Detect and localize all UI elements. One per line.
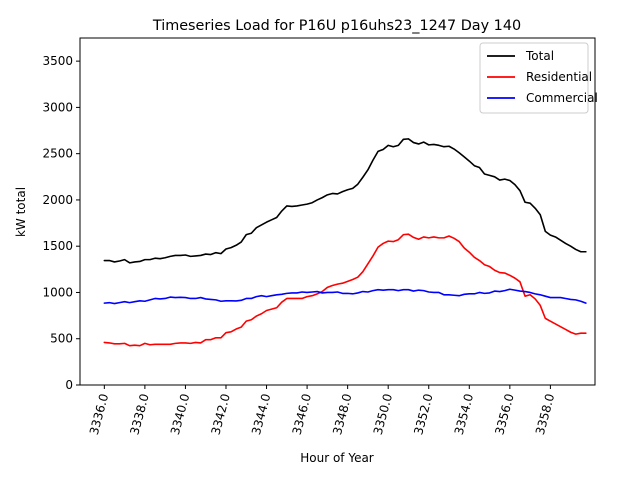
legend-label-total: Total [525,49,554,63]
y-tick-label: 2000 [42,193,73,207]
legend-label-commercial: Commercial [526,91,598,105]
y-tick-label: 2500 [42,147,73,161]
y-tick-label: 1500 [42,239,73,253]
y-tick-label: 3000 [42,100,73,114]
y-tick-label: 3500 [42,54,73,68]
y-tick-label: 1000 [42,285,73,299]
x-axis-label: Hour of Year [300,451,374,465]
series-line-residential [103,233,587,347]
y-tick-label: 0 [65,378,73,392]
series-line-commercial [103,288,587,305]
legend-label-residential: Residential [526,70,592,84]
legend-box [479,42,589,114]
plot-series [103,138,587,347]
y-tick-label: 500 [50,332,73,346]
series-line-total [103,138,587,264]
chart-title: Timeseries Load for P16U p16uhs23_1247 D… [152,18,521,34]
chart-legend: Total Residential Commercial [479,42,598,114]
plot-frame [79,37,596,386]
y-axis-label: kW total [14,187,28,237]
